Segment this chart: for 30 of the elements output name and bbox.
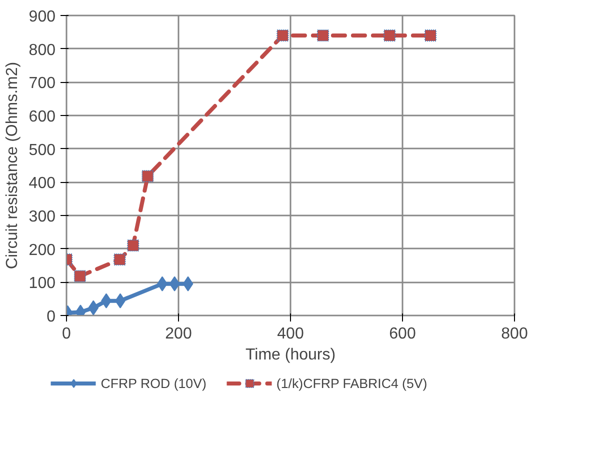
y-tick-label: 600 xyxy=(28,108,56,126)
legend-label: CFRP ROD (10V) xyxy=(100,376,206,390)
point xyxy=(316,30,329,42)
legend-label: (1/k)CFRP FABRIC4 (5V) xyxy=(276,376,428,390)
y-tick-label: 900 xyxy=(28,8,56,26)
point xyxy=(424,30,436,42)
y-tick-label: 800 xyxy=(28,42,56,59)
point xyxy=(142,170,154,182)
y-axis-title: Circuit resistance (Ohms.m2) xyxy=(4,62,21,270)
y-tick-label: 0 xyxy=(46,308,56,326)
y-tick-label: 400 xyxy=(28,175,56,192)
y-tick-label: 300 xyxy=(28,208,56,226)
y-tick-label: 500 xyxy=(28,142,56,159)
y-tick-label: 200 xyxy=(28,242,56,259)
x-tick-label: 200 xyxy=(165,326,192,342)
x-axis-title: Time (hours) xyxy=(245,346,336,364)
point xyxy=(169,276,180,292)
point xyxy=(114,254,126,266)
point xyxy=(182,276,194,292)
point xyxy=(384,30,396,42)
y-tick-label: 700 xyxy=(28,75,56,92)
y-tick-label: 100 xyxy=(28,275,56,292)
x-tick-label: 600 xyxy=(389,326,416,342)
x-tick-label: 400 xyxy=(277,326,304,342)
point xyxy=(127,240,140,252)
x-tick-label: 800 xyxy=(501,326,528,342)
point xyxy=(88,300,99,316)
point xyxy=(74,270,86,282)
point xyxy=(276,30,289,42)
x-tick-label: 0 xyxy=(62,326,72,342)
